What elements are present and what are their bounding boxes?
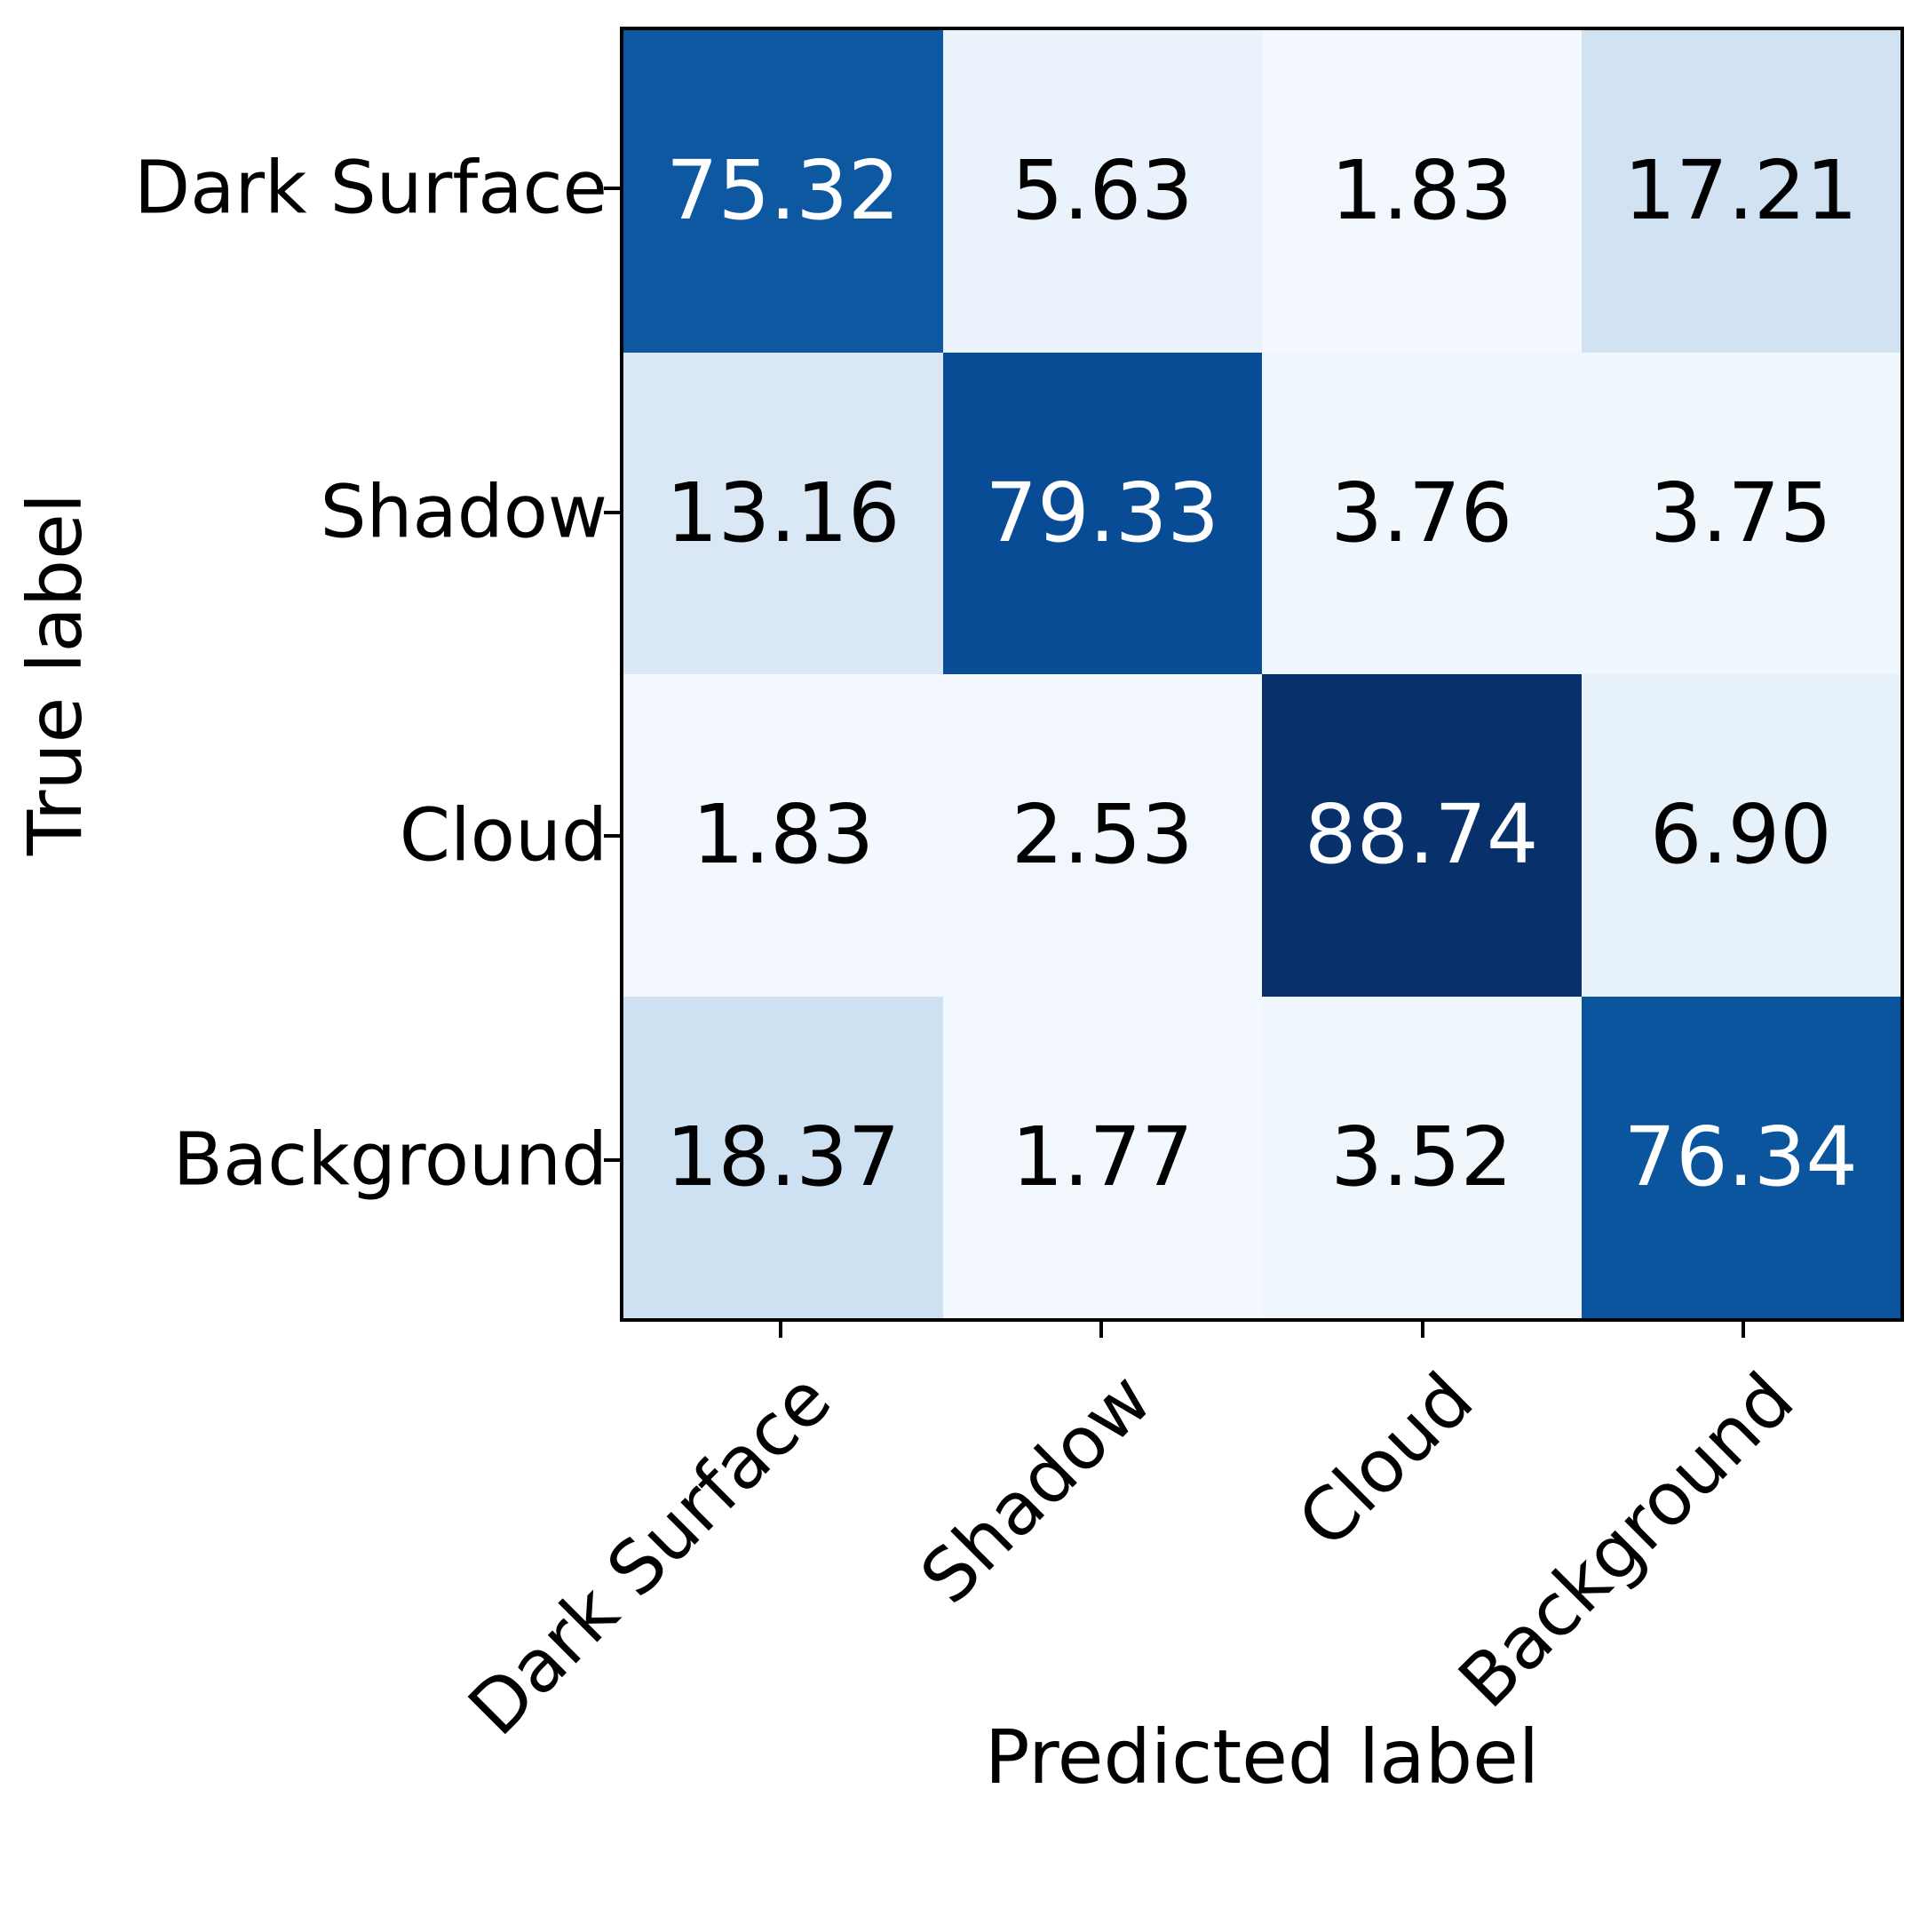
x-tick-mark [1099, 1322, 1104, 1338]
x-tick-label-dark-surface: Dark Surface [452, 1357, 847, 1753]
matrix-cell-background-dark-surface: 18.37 [623, 996, 943, 1318]
x-tick-mark [778, 1322, 782, 1338]
confusion-matrix-figure: True label 75.32 5.63 1.83 17.21 13.16 79.33 3… [12, 27, 1904, 1801]
matrix-cell-shadow-background: 3.75 [1581, 352, 1900, 674]
matrix-cell-dark-surface-background: 17.21 [1581, 30, 1900, 353]
y-tick-label-dark-surface: Dark Surface [133, 146, 607, 231]
y-tick-mark [604, 1157, 620, 1162]
matrix-cell-dark-surface-shadow: 5.63 [942, 30, 1262, 353]
x-tick-mark [1742, 1322, 1746, 1338]
x-tick-mark [1420, 1322, 1424, 1338]
matrix-cell-cloud-dark-surface: 1.83 [623, 674, 943, 997]
matrix-cell-background-background: 76.34 [1581, 996, 1900, 1318]
matrix-cell-dark-surface-dark-surface: 75.32 [623, 30, 943, 353]
matrix-cell-shadow-dark-surface: 13.16 [623, 352, 943, 674]
y-tick-label-background: Background [172, 1117, 607, 1203]
matrix-cell-dark-surface-cloud: 1.83 [1262, 30, 1582, 353]
x-tick-label-background: Background [1443, 1357, 1811, 1725]
x-tick-label-cloud: Cloud [1282, 1357, 1489, 1564]
confusion-matrix-grid: 75.32 5.63 1.83 17.21 13.16 79.33 3.76 3.75 1.83… [620, 27, 1904, 1322]
matrix-cell-background-shadow: 1.77 [942, 996, 1262, 1318]
x-tick-label-shadow: Shadow [905, 1357, 1169, 1620]
y-tick-label-shadow: Shadow [320, 470, 607, 555]
y-tick-mark [604, 510, 620, 514]
matrix-cell-cloud-cloud: 88.74 [1262, 674, 1582, 997]
matrix-cell-cloud-background: 6.90 [1581, 674, 1900, 997]
y-tick-label-cloud: Cloud [399, 793, 607, 879]
y-axis-label: True label [12, 492, 99, 856]
y-tick-mark [604, 187, 620, 191]
matrix-cell-shadow-shadow: 79.33 [942, 352, 1262, 674]
matrix-cell-cloud-shadow: 2.53 [942, 674, 1262, 997]
x-axis-label: Predicted label [984, 1713, 1540, 1801]
matrix-cell-shadow-cloud: 3.76 [1262, 352, 1582, 674]
matrix-cell-background-cloud: 3.52 [1262, 996, 1582, 1318]
y-tick-mark [604, 834, 620, 839]
